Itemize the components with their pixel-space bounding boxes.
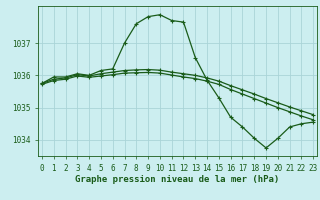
X-axis label: Graphe pression niveau de la mer (hPa): Graphe pression niveau de la mer (hPa) — [76, 175, 280, 184]
